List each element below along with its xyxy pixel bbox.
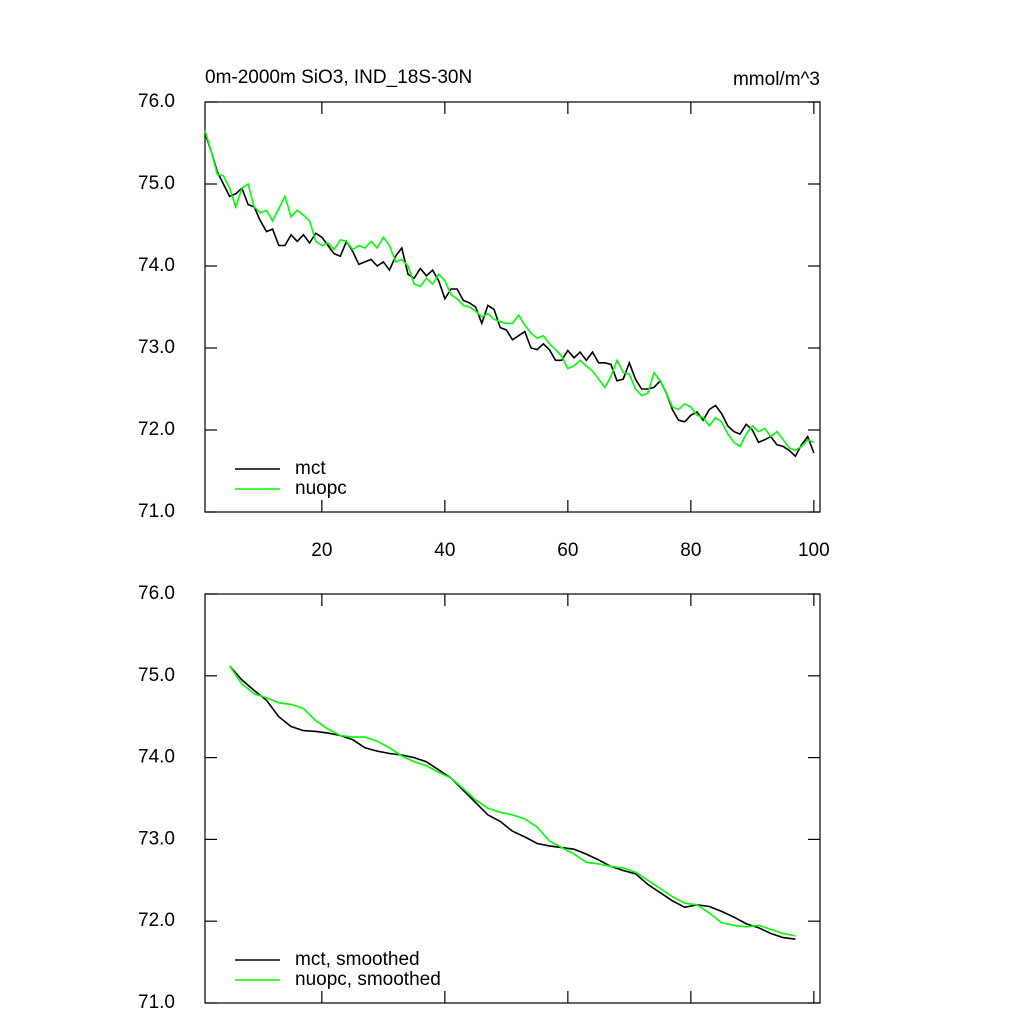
y-tick-label: 74.0 <box>138 255 175 276</box>
y-tick-label: 76.0 <box>138 91 175 112</box>
y-tick-label: 74.0 <box>138 747 175 768</box>
y-tick-label: 71.0 <box>138 992 175 1013</box>
y-tick-label: 72.0 <box>138 419 175 440</box>
units-label: mmol/m^3 <box>733 69 820 90</box>
plot-frame <box>204 101 821 513</box>
y-tick-label: 72.0 <box>138 910 175 931</box>
y-tick-label: 75.0 <box>138 665 175 686</box>
series-line <box>204 132 815 458</box>
series-line <box>229 665 796 940</box>
x-tick-label: 60 <box>557 540 578 561</box>
y-tick-label: 76.0 <box>138 583 175 604</box>
y-tick-label: 75.0 <box>138 173 175 194</box>
y-tick-label: 73.0 <box>138 828 175 849</box>
chart-title: 0m-2000m SiO3, IND_18S-30N <box>205 67 472 88</box>
legend-label: mct <box>295 458 326 479</box>
plot-frame <box>204 593 821 1004</box>
x-tick-label: 20 <box>311 540 332 561</box>
y-tick-label: 71.0 <box>138 501 175 522</box>
legend-label: mct, smoothed <box>295 949 420 970</box>
series-line <box>228 665 796 937</box>
y-tick-label: 73.0 <box>138 337 175 358</box>
series-line <box>204 130 815 452</box>
x-tick-label: 100 <box>798 540 830 561</box>
x-tick-label: 80 <box>680 540 701 561</box>
x-tick-label: 40 <box>434 540 455 561</box>
legend-label: nuopc, smoothed <box>295 969 441 990</box>
legend-label: nuopc <box>295 478 347 499</box>
